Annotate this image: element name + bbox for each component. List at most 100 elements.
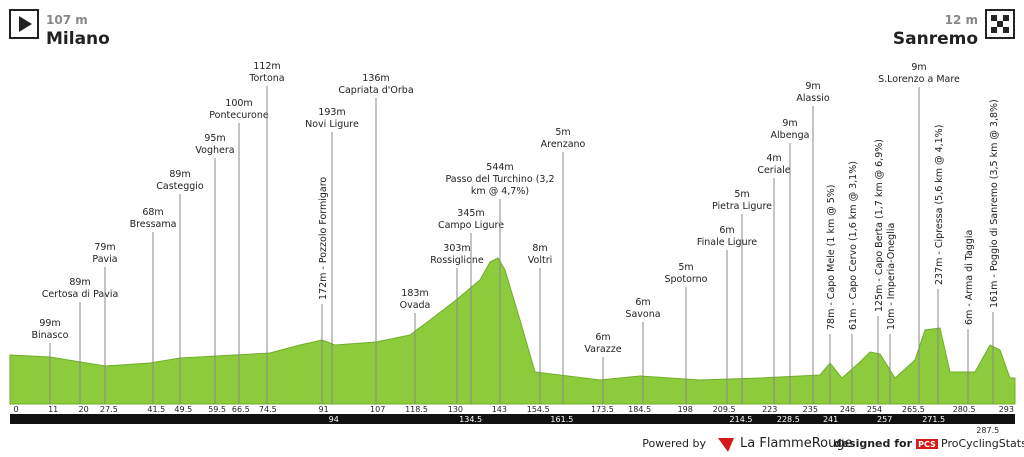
waypoint-label: Ovada: [400, 300, 431, 311]
waypoint-label: Finale Ligure: [697, 237, 757, 248]
km-label: 173.5: [591, 405, 614, 414]
profile-area: [9, 257, 1016, 405]
waypoint-label: 237m - Cipressa (5,6 km @ 4,1%): [934, 125, 945, 285]
brand: La FlammeRouge: [740, 436, 853, 451]
km-label: 214.5: [730, 415, 753, 424]
waypoint-label: Novi Ligure: [305, 119, 359, 130]
waypoint-label: 68m: [142, 207, 163, 218]
km-label: 154.5: [527, 405, 550, 414]
waypoint-label: km @ 4,7%): [471, 186, 529, 197]
waypoint-label: 6m: [635, 297, 650, 308]
start-name: Milano: [46, 29, 110, 49]
flamme-logo: [718, 438, 734, 452]
km-bar: [10, 414, 1015, 424]
waypoint-label: 9m: [911, 62, 926, 73]
km-label: 94: [329, 415, 339, 424]
start-elevation: 107 m: [46, 13, 88, 27]
km-label: 246: [840, 405, 855, 414]
waypoint-label: Capriata d'Orba: [338, 85, 413, 96]
waypoint-label: 95m: [204, 133, 225, 144]
waypoint-label: 136m: [362, 73, 389, 84]
designed-for: designed for: [834, 437, 913, 450]
waypoint-label: 5m: [734, 189, 749, 200]
pcs-name: ProCyclingStats: [941, 437, 1024, 450]
waypoint-label: Spotorno: [665, 274, 708, 285]
km-label: 223: [762, 405, 777, 414]
waypoint-label: Campo Ligure: [438, 220, 504, 231]
start-icon: [9, 9, 39, 39]
finish-name: Sanremo: [893, 29, 978, 49]
waypoint-label: 61m - Capo Cervo (1,6 km @ 3,1%): [848, 161, 859, 330]
waypoint-label: 8m: [532, 243, 547, 254]
waypoint-label: 6m: [719, 225, 734, 236]
km-label: 293: [999, 405, 1014, 414]
km-label: 41.5: [147, 405, 165, 414]
km-label: 280.5: [953, 405, 976, 414]
km-label: 184.5: [628, 405, 651, 414]
finish-icon: [985, 9, 1015, 39]
km-label: 118.5: [405, 405, 428, 414]
waypoint-label: Albenga: [771, 130, 810, 141]
km-label: 11: [48, 405, 58, 414]
waypoint-label: 125m - Capo Berta (1,7 km @ 6,9%): [874, 139, 885, 312]
waypoint-label: 161m - Poggio di Sanremo (3,5 km @ 3,8%): [989, 99, 1000, 308]
km-label: 241: [823, 415, 838, 424]
waypoint-label: Certosa di Pavia: [42, 289, 119, 300]
finish-elevation: 12 m: [945, 13, 978, 27]
waypoint-label: 10m - Imperia-Oneglia: [886, 223, 897, 330]
km-label: 27.5: [100, 405, 118, 414]
waypoint-label: Passo del Turchino (3,2: [445, 174, 554, 185]
waypoint-label: 345m: [457, 208, 484, 219]
waypoint-label: Alassio: [796, 93, 829, 104]
waypoint-label: 9m: [782, 118, 797, 129]
km-label: 20: [79, 405, 89, 414]
km-label: 91: [318, 405, 328, 414]
waypoint-label: 6m: [595, 332, 610, 343]
waypoint-label: 78m - Capo Mele (1 km @ 5%): [826, 184, 837, 330]
km-label: 287.5: [976, 426, 999, 435]
km-label: 235: [803, 405, 818, 414]
start-arrow: [19, 16, 32, 32]
waypoint-label: Ceriale: [757, 165, 790, 176]
km-label: 0: [13, 405, 18, 414]
waypoint-label: 9m: [805, 81, 820, 92]
pcs-badge: [916, 439, 938, 449]
km-label: 130: [448, 405, 463, 414]
waypoint-label: 193m: [318, 107, 345, 118]
waypoint-label: Pavia: [92, 254, 117, 265]
waypoint-label: Binasco: [32, 330, 69, 341]
waypoint-label: 183m: [401, 288, 428, 299]
waypoint-label: S.Lorenzo a Mare: [878, 74, 960, 85]
waypoint-label: Casteggio: [156, 181, 204, 192]
waypoint-label: Rossiglione: [430, 255, 484, 266]
km-label: 143: [492, 405, 507, 414]
waypoint-label: Pontecurone: [209, 110, 269, 121]
km-label: 161.5: [550, 415, 573, 424]
waypoint-label: 79m: [94, 242, 115, 253]
km-label: 66.5: [232, 405, 250, 414]
powered-by: Powered by: [642, 437, 706, 450]
pcs-logo: PCS: [918, 440, 936, 449]
waypoint-label: 303m: [443, 243, 470, 254]
waypoint-label: Bressama: [130, 219, 177, 230]
waypoint-label: 172m - Pozzolo Formigaro: [318, 177, 329, 300]
waypoint-label: 112m: [253, 61, 280, 72]
km-label: 49.5: [174, 405, 192, 414]
km-label: 107: [370, 405, 385, 414]
waypoint-label: 5m: [555, 127, 570, 138]
waypoint-label: 100m: [225, 98, 252, 109]
waypoint-label: Savona: [625, 309, 660, 320]
km-label: 271.5: [922, 415, 945, 424]
km-label: 265.5: [902, 405, 925, 414]
waypoint-label: Varazze: [584, 344, 621, 355]
waypoint-label: 89m: [169, 169, 190, 180]
waypoint-label: Voghera: [195, 145, 234, 156]
waypoint-label: 89m: [69, 277, 90, 288]
waypoint-label: Tortona: [248, 73, 284, 84]
km-label: 228.5: [777, 415, 800, 424]
km-label: 198: [678, 405, 693, 414]
km-label: 74.5: [259, 405, 277, 414]
waypoint-label: Pietra Ligure: [712, 201, 772, 212]
km-label: 134.5: [459, 415, 482, 424]
